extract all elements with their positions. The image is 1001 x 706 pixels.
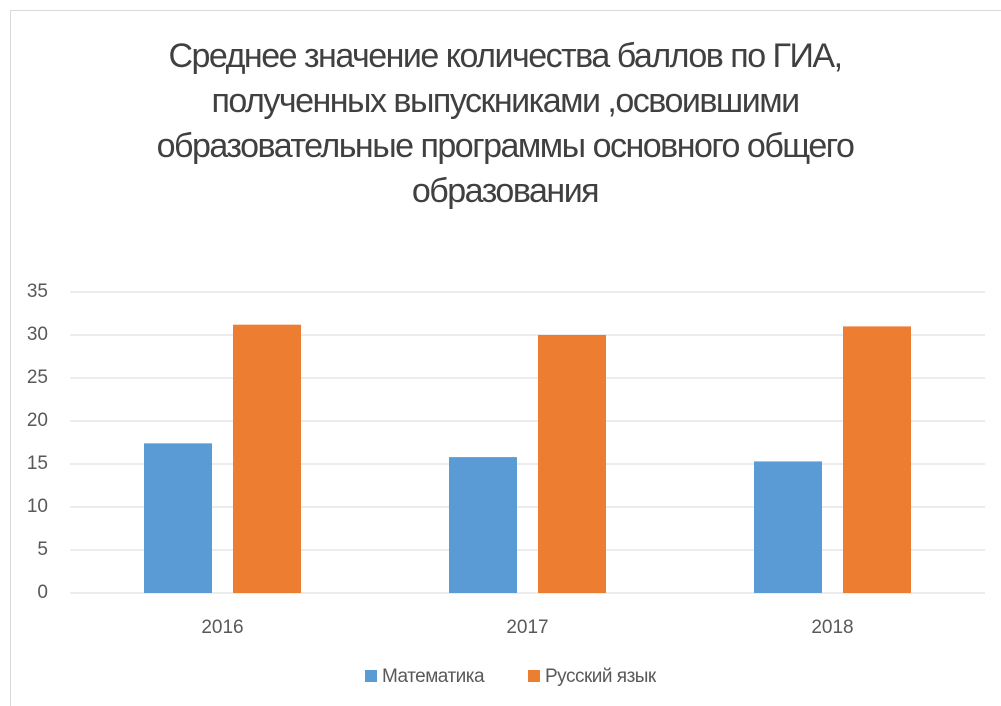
y-tick-label: 0 xyxy=(37,582,48,603)
bar xyxy=(538,335,606,593)
x-tick-label: 2018 xyxy=(811,617,853,638)
chart-title: Среднее значение количества баллов по ГИ… xyxy=(156,37,855,210)
bar xyxy=(843,326,911,593)
legend-swatch xyxy=(528,670,540,682)
legend-label: Математика xyxy=(382,666,485,687)
y-tick-label: 25 xyxy=(27,367,48,388)
y-tick-label: 20 xyxy=(27,410,48,431)
bar xyxy=(233,324,301,593)
x-tick-label: 2016 xyxy=(201,617,243,638)
bar xyxy=(144,443,212,593)
y-tick-label: 5 xyxy=(37,539,48,560)
y-tick-label: 30 xyxy=(27,324,48,345)
y-tick-label: 35 xyxy=(27,281,48,302)
x-tick-label: 2017 xyxy=(506,617,548,638)
y-tick-label: 10 xyxy=(27,496,48,517)
y-tick-label: 15 xyxy=(27,453,48,474)
bar xyxy=(449,457,517,593)
bar xyxy=(754,461,822,593)
legend-label: Русский язык xyxy=(545,666,657,687)
legend-swatch xyxy=(365,670,377,682)
